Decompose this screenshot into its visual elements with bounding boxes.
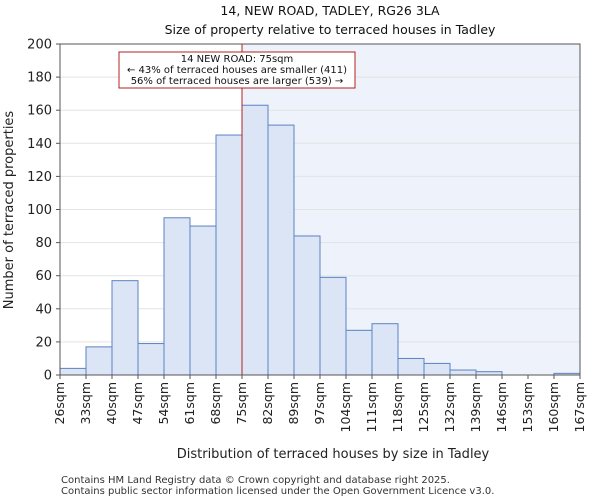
x-tick-label: 68sqm: [208, 382, 223, 425]
x-tick-label: 132sqm: [442, 382, 457, 432]
y-tick-label: 200: [27, 38, 52, 53]
annotation-box: 14 NEW ROAD: 75sqm ← 43% of terraced hou…: [118, 51, 356, 89]
x-axis-label: Distribution of terraced houses by size …: [177, 447, 490, 462]
bar-26sqm: [59, 367, 87, 376]
y-tick-label: 20: [35, 335, 52, 350]
bar-40sqm: [111, 280, 139, 376]
annotation-line1: 14 NEW ROAD: 75sqm: [181, 54, 294, 65]
bar-82sqm: [267, 124, 295, 376]
y-tick-label: 120: [27, 170, 52, 185]
y-tick-label: 60: [35, 269, 52, 284]
bar-47sqm: [137, 343, 165, 376]
bar-75sqm: [241, 104, 269, 376]
y-tick-label: 0: [44, 369, 52, 384]
bar-54sqm: [163, 217, 191, 376]
bar-68sqm: [215, 134, 243, 376]
x-tick-label: 111sqm: [364, 382, 379, 432]
x-tick-label: 89sqm: [286, 382, 301, 425]
annotation-line3: 56% of terraced houses are larger (539) …: [131, 76, 344, 87]
bar-61sqm: [189, 225, 217, 376]
y-tick-label: 160: [27, 104, 52, 119]
bar-132sqm: [449, 369, 477, 376]
x-tick-label: 167sqm: [572, 382, 587, 432]
bar-89sqm: [293, 235, 321, 376]
bar-97sqm: [319, 276, 347, 376]
x-tick-label: 104sqm: [338, 382, 353, 432]
chart-title-line1: 14, NEW ROAD, TADLEY, RG26 3LA: [220, 3, 440, 18]
x-tick-label: 139sqm: [468, 382, 483, 432]
bar-111sqm: [371, 323, 399, 376]
x-tick-label: 26sqm: [52, 382, 67, 425]
x-tick-label: 125sqm: [416, 382, 431, 432]
x-tick-label: 33sqm: [78, 382, 93, 425]
annotation-frame: [118, 51, 356, 89]
bar-33sqm: [85, 346, 113, 376]
y-tick-label: 180: [27, 71, 52, 86]
bar-104sqm: [345, 329, 373, 376]
y-tick-label: 40: [35, 302, 52, 317]
x-tick-label: 97sqm: [312, 382, 327, 425]
x-tick-label: 75sqm: [234, 382, 249, 425]
x-tick-label: 54sqm: [156, 382, 171, 425]
x-tick-label: 61sqm: [182, 382, 197, 425]
y-tick-label: 140: [27, 137, 52, 152]
x-tick-label: 47sqm: [130, 382, 145, 425]
bar-125sqm: [423, 362, 451, 376]
y-axis-ticks: 0 20 40 60 80 100 120 140 160 180 200: [27, 38, 60, 384]
x-tick-label: 118sqm: [390, 382, 405, 432]
footer-line2: Contains public sector information licen…: [61, 486, 494, 497]
x-tick-label: 82sqm: [260, 382, 275, 425]
x-tick-label: 160sqm: [546, 382, 561, 432]
y-tick-label: 100: [27, 203, 52, 218]
chart-title-line2: Size of property relative to terraced ho…: [165, 22, 496, 37]
y-axis-label: Number of terraced properties: [2, 111, 17, 310]
x-axis-ticks: 26sqm 33sqm 40sqm 47sqm 54sqm 61sqm 68sqm 75sqm…: [52, 375, 587, 432]
footer-line1: Contains HM Land Registry data © Crown c…: [61, 475, 450, 486]
bar-118sqm: [397, 357, 425, 376]
x-tick-label: 40sqm: [104, 382, 119, 425]
x-tick-label: 153sqm: [520, 382, 535, 432]
annotation-line2: ← 43% of terraced houses are smaller (41…: [127, 65, 347, 76]
y-tick-label: 80: [35, 236, 52, 251]
x-tick-label: 146sqm: [494, 382, 509, 432]
